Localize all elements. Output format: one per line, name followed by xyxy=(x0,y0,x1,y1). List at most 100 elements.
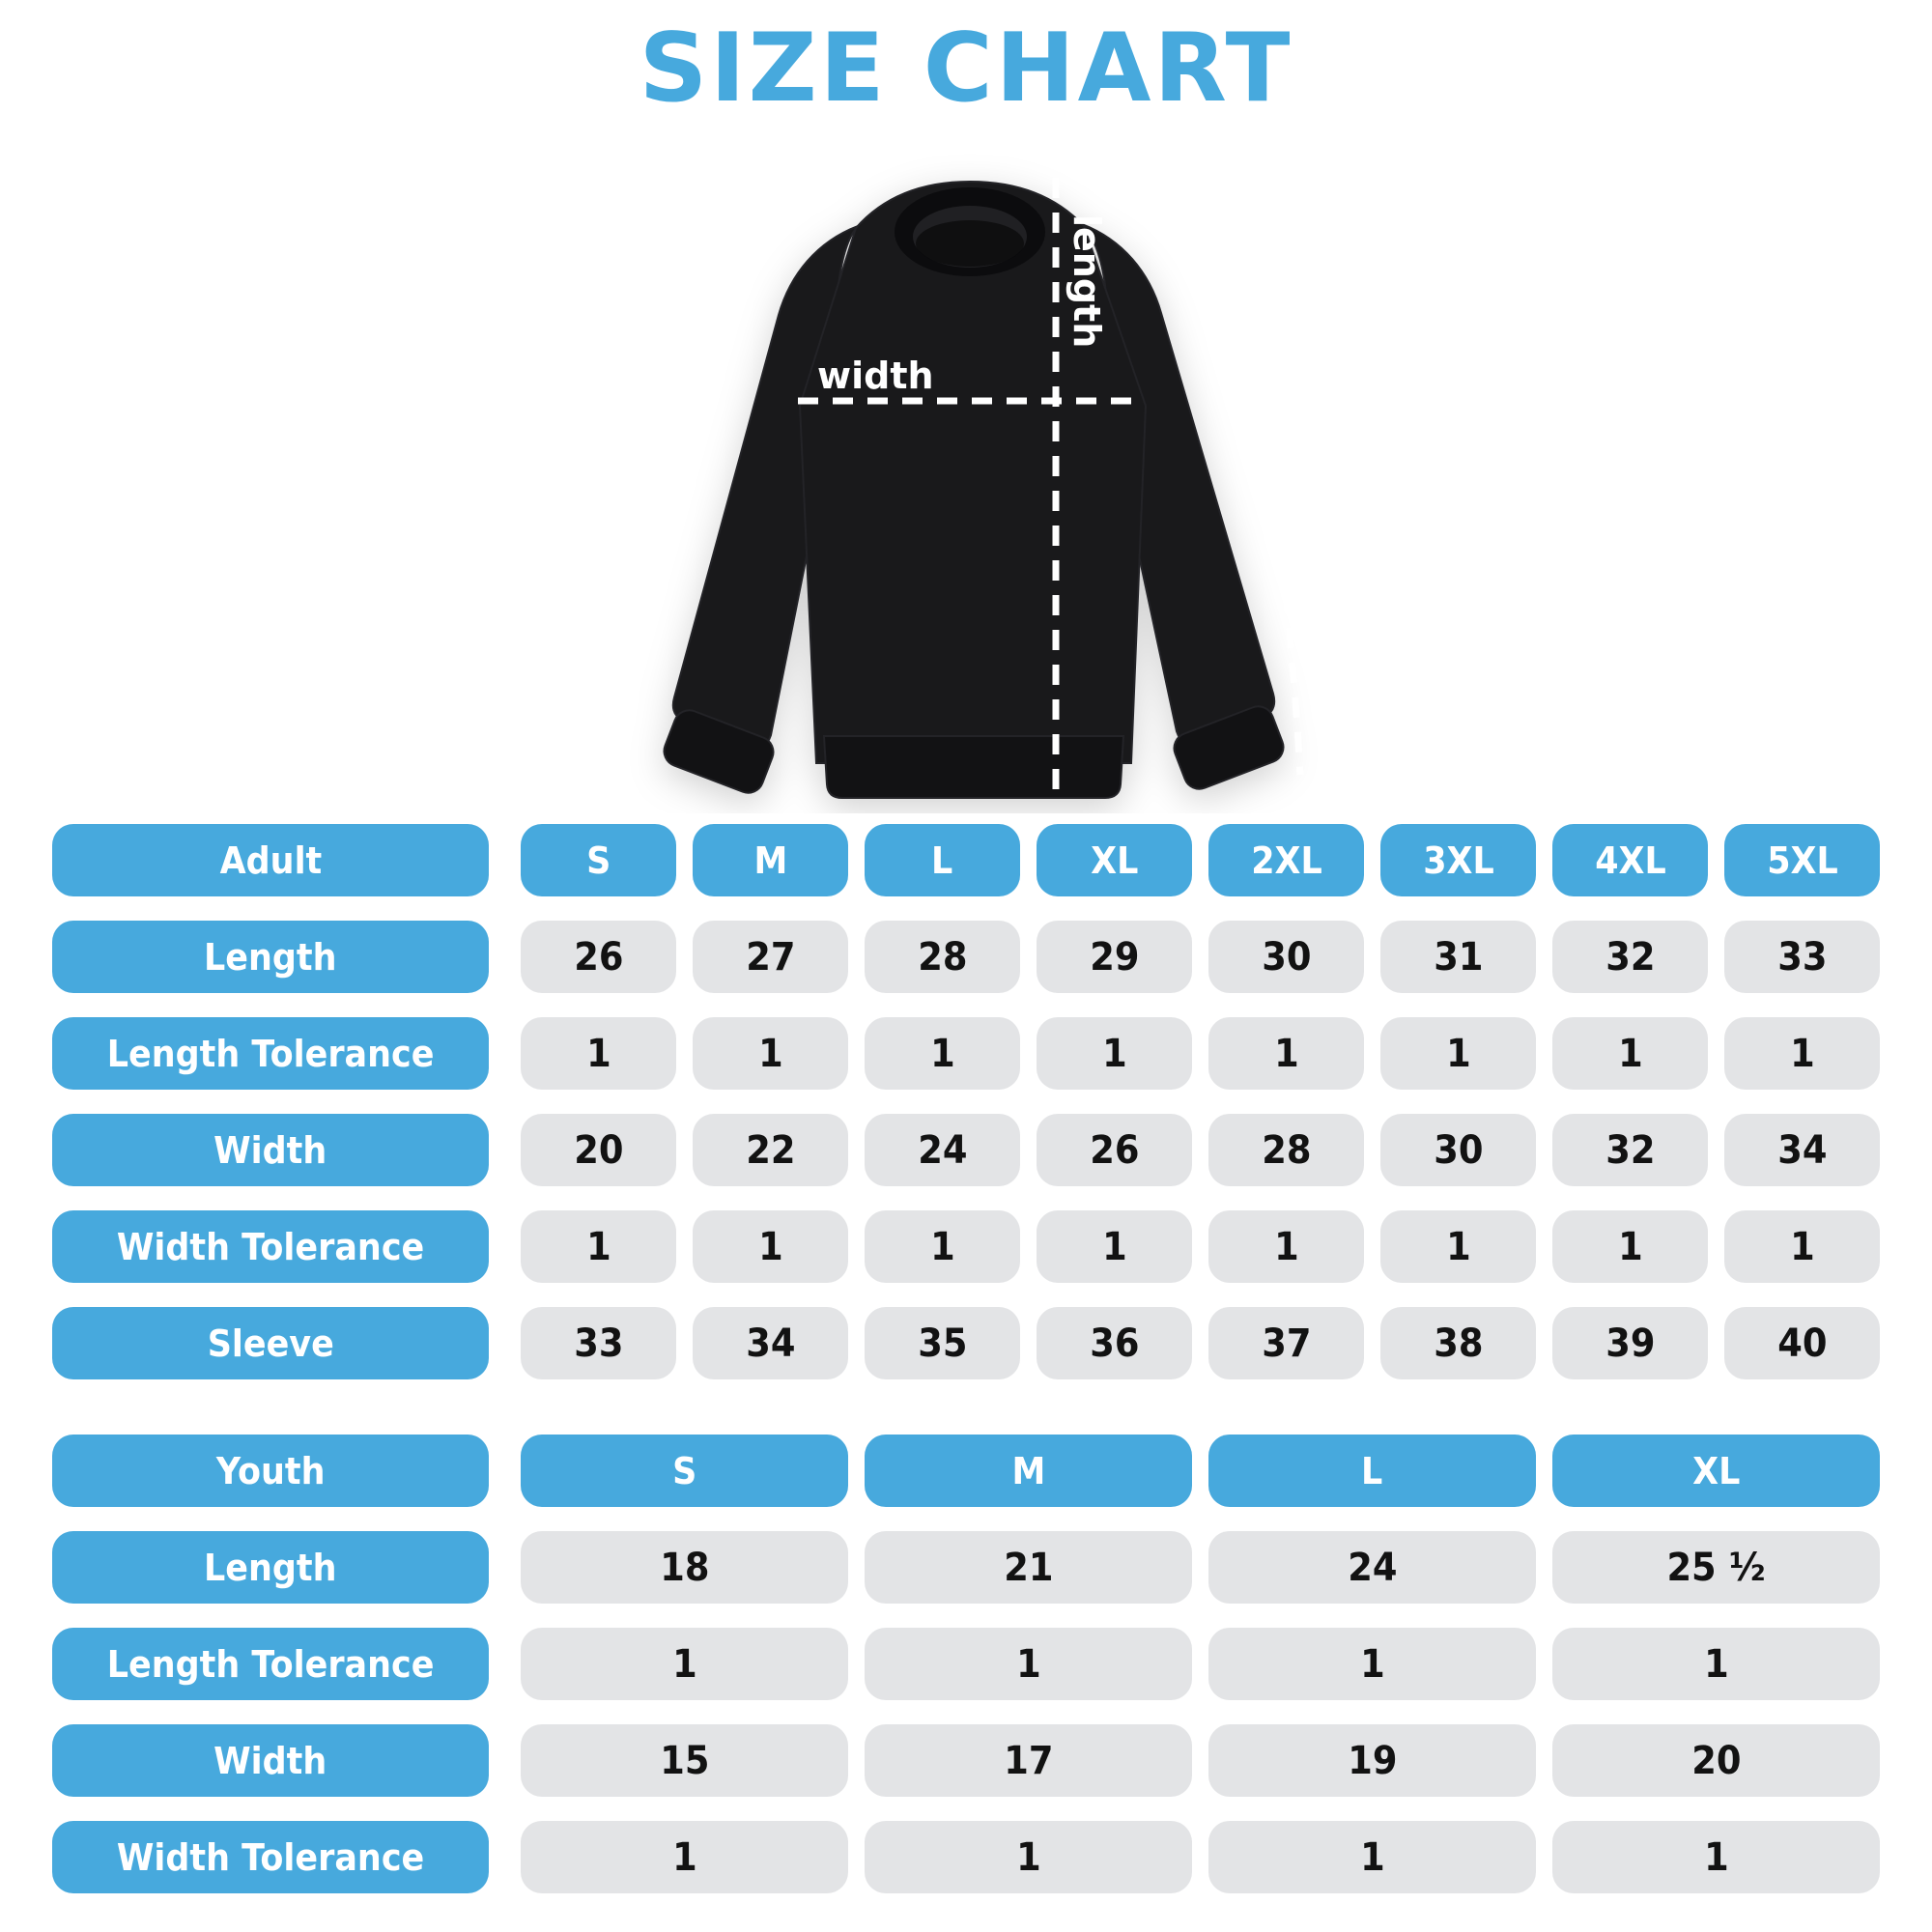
value-cell-text: 1 xyxy=(1789,1031,1815,1076)
value-cell-text: 40 xyxy=(1776,1321,1828,1366)
value-cell: 34 xyxy=(693,1307,848,1379)
row-label-text: Sleeve xyxy=(207,1321,334,1365)
row-label-text: Length Tolerance xyxy=(106,1642,435,1686)
value-cell-text: 1 xyxy=(1445,1224,1471,1269)
page-title: SIZE CHART xyxy=(639,14,1293,124)
value-cell-text: 27 xyxy=(745,934,796,980)
value-cell-text: 20 xyxy=(1690,1738,1742,1783)
value-cell: 1 xyxy=(1208,1628,1536,1700)
row-label: Width xyxy=(52,1114,489,1186)
size-header-text: 2XL xyxy=(1250,838,1322,882)
value-cell: 24 xyxy=(1208,1531,1536,1604)
size-header-text: 4XL xyxy=(1594,838,1666,882)
value-cell-text: 20 xyxy=(573,1127,624,1173)
size-header-text: L xyxy=(931,838,953,882)
value-cell-text: 39 xyxy=(1605,1321,1656,1366)
value-cell: 1 xyxy=(1380,1017,1536,1090)
value-cell: 31 xyxy=(1380,921,1536,993)
value-cell-text: 31 xyxy=(1433,934,1484,980)
row-label: Width xyxy=(52,1724,489,1797)
width-measure-label: width xyxy=(817,355,934,397)
size-header: L xyxy=(1208,1435,1536,1507)
value-cell: 1 xyxy=(1037,1210,1192,1283)
value-cell: 1 xyxy=(1037,1017,1192,1090)
value-cell: 32 xyxy=(1552,1114,1708,1186)
value-cell-text: 1 xyxy=(1273,1224,1299,1269)
value-cell-text: 1 xyxy=(1617,1031,1643,1076)
value-cell-text: 29 xyxy=(1089,934,1140,980)
size-header: S xyxy=(521,1435,848,1507)
value-cell-text: 1 xyxy=(757,1224,783,1269)
row-label-text: Length xyxy=(204,1546,337,1589)
value-cell-text: 21 xyxy=(1003,1545,1054,1590)
value-cell-text: 32 xyxy=(1605,934,1656,980)
size-header: 5XL xyxy=(1724,824,1880,896)
value-cell: 20 xyxy=(1552,1724,1880,1797)
row-label-text: Width xyxy=(213,1739,327,1782)
value-cell-text: 36 xyxy=(1089,1321,1140,1366)
row-label: Length Tolerance xyxy=(52,1017,489,1090)
size-header-text: 5XL xyxy=(1766,838,1838,882)
size-header: XL xyxy=(1552,1435,1880,1507)
size-header: M xyxy=(865,1435,1192,1507)
value-cell: 1 xyxy=(1724,1017,1880,1090)
row-label-text: Width Tolerance xyxy=(116,1225,425,1268)
value-cell-text: 1 xyxy=(1101,1031,1127,1076)
size-header: S xyxy=(521,824,676,896)
row-label: Length xyxy=(52,921,489,993)
value-cell-text: 1 xyxy=(1789,1224,1815,1269)
value-cell: 30 xyxy=(1208,921,1364,993)
value-cell: 28 xyxy=(865,921,1020,993)
value-cell-text: 1 xyxy=(1015,1641,1041,1687)
value-cell-text: 22 xyxy=(745,1127,796,1173)
size-header: M xyxy=(693,824,848,896)
value-cell-text: 33 xyxy=(1776,934,1828,980)
size-header: L xyxy=(865,824,1020,896)
value-cell: 1 xyxy=(1552,1821,1880,1893)
table-header: Adult xyxy=(52,824,489,896)
value-cell: 22 xyxy=(693,1114,848,1186)
value-cell: 28 xyxy=(1208,1114,1364,1186)
value-cell: 39 xyxy=(1552,1307,1708,1379)
value-cell: 1 xyxy=(865,1628,1192,1700)
value-cell: 33 xyxy=(521,1307,676,1379)
value-cell: 32 xyxy=(1552,921,1708,993)
youth-size-table: Youth S M L XL Length 18 21 24 25 ¹⁄₂ Length Toler… xyxy=(52,1435,1880,1893)
value-cell-text: 35 xyxy=(917,1321,968,1366)
value-cell: 1 xyxy=(1208,1821,1536,1893)
value-cell-text: 26 xyxy=(573,934,624,980)
row-label: Width Tolerance xyxy=(52,1210,489,1283)
value-cell: 33 xyxy=(1724,921,1880,993)
value-cell-text: 38 xyxy=(1433,1321,1484,1366)
collar-shadow xyxy=(916,220,1024,267)
table-header-text: Adult xyxy=(219,838,322,882)
value-cell-text: 28 xyxy=(917,934,968,980)
sweatshirt-graphic: width length sleeve xyxy=(663,142,1339,799)
value-cell: 1 xyxy=(1380,1210,1536,1283)
value-cell-text: 1 xyxy=(1015,1834,1041,1880)
value-cell-text: 18 xyxy=(659,1545,710,1590)
size-header-text: S xyxy=(671,1449,697,1492)
value-cell: 1 xyxy=(1724,1210,1880,1283)
value-cell: 37 xyxy=(1208,1307,1364,1379)
size-header: 4XL xyxy=(1552,824,1708,896)
value-cell: 18 xyxy=(521,1531,848,1604)
size-header: 3XL xyxy=(1380,824,1536,896)
length-measure-label: length xyxy=(1065,214,1108,348)
right-cuff xyxy=(1173,705,1285,790)
value-cell-text: 1 xyxy=(1445,1031,1471,1076)
value-cell-text: 1 xyxy=(757,1031,783,1076)
value-cell: 1 xyxy=(693,1210,848,1283)
value-cell-text: 26 xyxy=(1089,1127,1140,1173)
value-cell: 24 xyxy=(865,1114,1020,1186)
value-cell: 1 xyxy=(1552,1017,1708,1090)
value-cell-text: 1 xyxy=(1359,1641,1385,1687)
value-cell: 20 xyxy=(521,1114,676,1186)
value-cell-text: 1 xyxy=(1273,1031,1299,1076)
value-cell-text: 25 ¹⁄₂ xyxy=(1666,1545,1766,1590)
value-cell-text: 15 xyxy=(659,1738,710,1783)
value-cell: 17 xyxy=(865,1724,1192,1797)
size-header-text: S xyxy=(585,838,611,882)
row-label-text: Width Tolerance xyxy=(116,1835,425,1879)
size-header-text: XL xyxy=(1691,1449,1741,1492)
